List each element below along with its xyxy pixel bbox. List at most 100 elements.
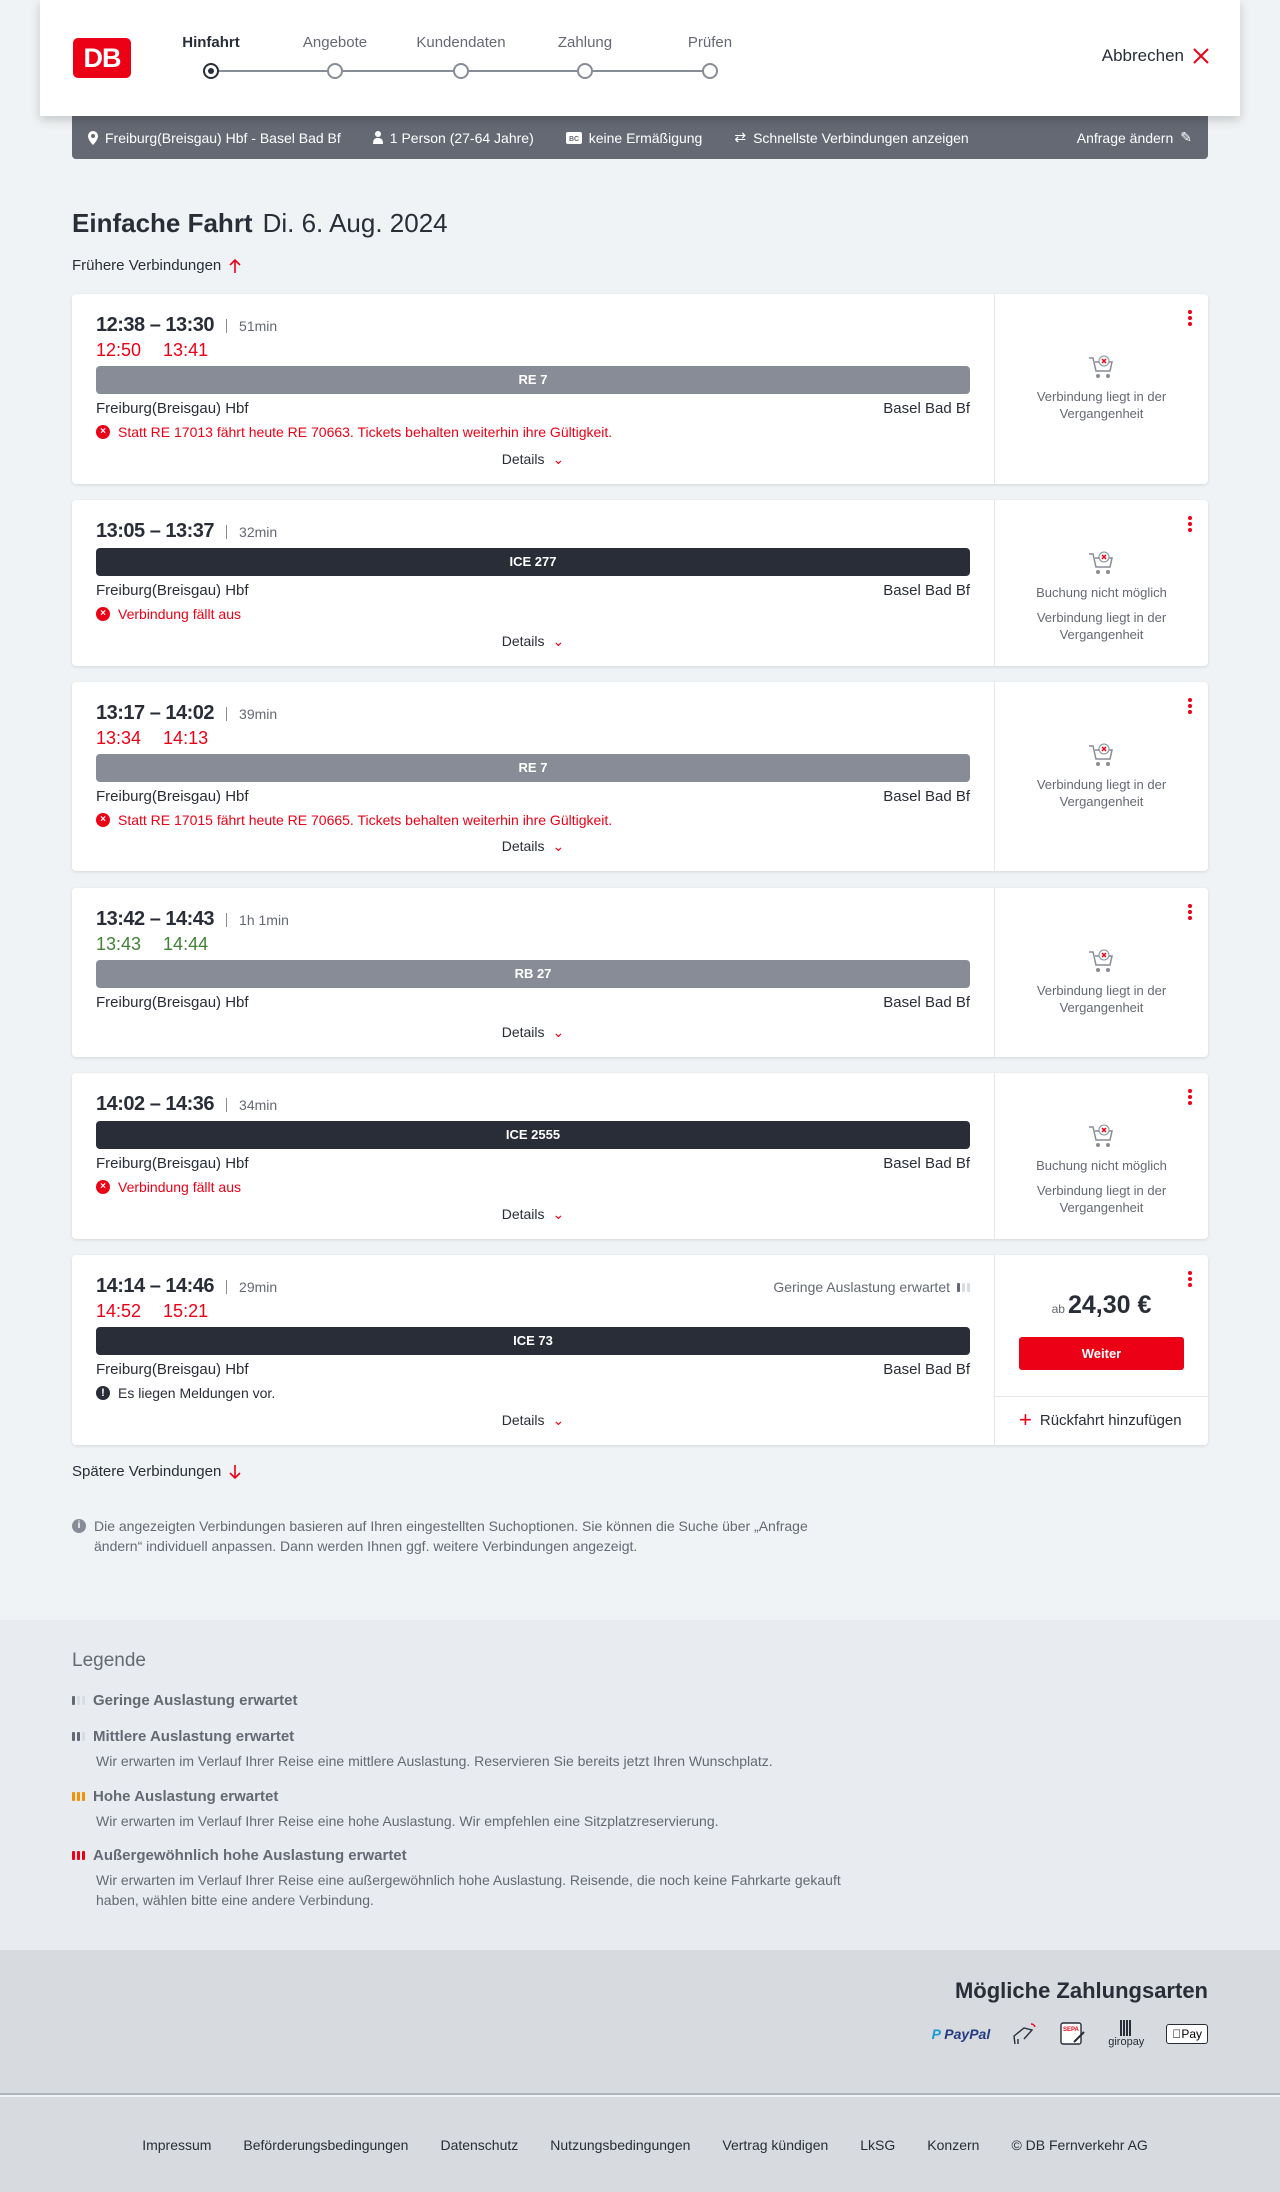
legend-item: Außergewöhnlich hohe Auslastung erwartet…: [72, 1847, 856, 1910]
occupancy-indicator: Geringe Auslastung erwartet: [773, 1279, 970, 1295]
time-range: 12:38 – 13:30: [96, 314, 215, 336]
message-text: Statt RE 17015 fährt heute RE 70665. Tic…: [118, 812, 613, 828]
trip-type: Einfache Fahrt: [72, 208, 253, 238]
more-options-icon[interactable]: [1188, 696, 1194, 716]
step-pruefen: Prüfen: [687, 34, 733, 51]
train-line-bar[interactable]: RE 7: [96, 754, 970, 782]
arrow-up-icon: [229, 258, 241, 273]
more-options-icon[interactable]: [1188, 902, 1194, 922]
arrival-station: Basel Bad Bf: [883, 582, 970, 599]
time-range: 13:17 – 14:02: [96, 702, 215, 724]
connection-message: ! Es liegen Meldungen vor.: [96, 1385, 275, 1401]
footer-link[interactable]: Beförderungsbedingungen: [243, 2136, 409, 2153]
realtime-arrival: 14:44: [163, 934, 209, 954]
edit-request-button[interactable]: Anfrage ändern ✎: [1077, 129, 1192, 146]
svg-text:BC: BC: [569, 136, 579, 143]
footer-link[interactable]: Datenschutz: [440, 2136, 519, 2153]
giropay-logo: giropay: [1108, 2020, 1144, 2048]
legend-item: Geringe Auslastung erwartet: [72, 1692, 298, 1709]
legend-title-text: Mittlere Auslastung erwartet: [93, 1728, 295, 1745]
arrival-station: Basel Bad Bf: [883, 994, 970, 1011]
train-line-bar[interactable]: ICE 277: [96, 548, 970, 576]
booking-panel: ab 24,30 € Weiter + Rückfahrt hinzufügen: [994, 1255, 1208, 1445]
edit-request-label: Anfrage ändern: [1076, 129, 1174, 146]
legend-description: Wir erwarten im Verlauf Ihrer Reise eine…: [96, 1813, 719, 1829]
details-toggle[interactable]: Details ⌄: [72, 1206, 994, 1223]
departure-station: Freiburg(Breisgau) Hbf: [96, 1361, 249, 1378]
footer-link[interactable]: © DB Fernverkehr AG: [1011, 2136, 1148, 2153]
departure-station: Freiburg(Breisgau) Hbf: [96, 1155, 249, 1172]
plus-icon: +: [1019, 1407, 1032, 1432]
details-toggle[interactable]: Details ⌄: [72, 451, 994, 468]
arrival-station: Basel Bad Bf: [883, 400, 970, 417]
train-line-bar[interactable]: RB 27: [96, 960, 970, 988]
bahncard-icon: BC: [565, 131, 582, 144]
duration: 51min: [226, 318, 277, 333]
more-options-icon[interactable]: [1188, 1269, 1194, 1289]
search-info-note: i Die angezeigten Verbindungen basieren …: [72, 1516, 852, 1556]
step-angebote: Angebote: [302, 34, 368, 51]
booking-panel: Verbindung liegt in der Vergangenheit: [994, 888, 1208, 1057]
connection-card: 12:38 – 13:30 51min 12:50 13:41 RE 7 Freiburg…: [72, 294, 1208, 484]
earlier-connections-link[interactable]: Frühere Verbindungen: [72, 257, 241, 274]
error-icon: ×: [96, 1180, 110, 1194]
departure-station: Freiburg(Breisgau) Hbf: [96, 582, 249, 599]
train-line-bar[interactable]: ICE 73: [96, 1327, 970, 1355]
route-text: Freiburg(Breisgau) Hbf - Basel Bad Bf: [105, 129, 341, 146]
db-logo[interactable]: DB: [73, 38, 131, 78]
status-text: Buchung nicht möglich: [1036, 585, 1167, 600]
details-toggle[interactable]: Details ⌄: [72, 1412, 994, 1429]
scheduled-times: 13:05 – 13:37 32min: [96, 520, 277, 543]
more-options-icon[interactable]: [1188, 1087, 1194, 1107]
connection-info: 13:05 – 13:37 32min ICE 277 Freiburg(Breisg…: [72, 500, 994, 666]
cancel-button[interactable]: Abbrechen: [1102, 46, 1210, 66]
details-toggle[interactable]: Details ⌄: [72, 633, 994, 650]
arrow-down-icon: [229, 1464, 241, 1479]
status-text: Verbindung liegt in der Vergangenheit: [1036, 777, 1167, 809]
footer-link[interactable]: LkSG: [860, 2136, 896, 2153]
more-options-icon[interactable]: [1188, 308, 1194, 328]
connection-card: 14:14 – 14:46 29min Geringe Auslastung erw…: [72, 1255, 1208, 1445]
sort-mode: ⇄ Schnellste Verbindungen anzeigen: [734, 129, 968, 146]
occupancy-text: Geringe Auslastung erwartet: [773, 1279, 950, 1295]
train-line-bar[interactable]: RE 7: [96, 366, 970, 394]
continue-button[interactable]: Weiter: [1019, 1337, 1184, 1370]
occupancy-low-icon: [957, 1282, 970, 1292]
duration: 39min: [226, 706, 277, 721]
details-toggle[interactable]: Details ⌄: [72, 1024, 994, 1041]
connection-card: 13:42 – 14:43 1h 1min 13:43 14:44 RB 27 Freib…: [72, 888, 1208, 1057]
add-return-trip-button[interactable]: + Rückfahrt hinzufügen: [1019, 1407, 1182, 1432]
message-text: Es liegen Meldungen vor.: [118, 1385, 276, 1401]
footer-link[interactable]: Konzern: [927, 2136, 980, 2153]
departure-station: Freiburg(Breisgau) Hbf: [96, 994, 249, 1011]
footer-link[interactable]: Vertrag kündigen: [722, 2136, 829, 2153]
train-line-bar[interactable]: ICE 2555: [96, 1121, 970, 1149]
realtime-times: 13:34 14:13: [96, 728, 208, 749]
message-text: Statt RE 17013 fährt heute RE 70663. Tic…: [118, 424, 613, 440]
later-connections-link[interactable]: Spätere Verbindungen: [72, 1463, 241, 1480]
departure-station: Freiburg(Breisgau) Hbf: [96, 788, 249, 805]
details-toggle[interactable]: Details ⌄: [72, 838, 994, 855]
header: DB Hinfahrt Angebote Kundendaten Zahlung…: [40, 0, 1240, 116]
booking-status: Verbindung liegt in der Vergangenheit: [995, 354, 1208, 430]
footer-link[interactable]: Nutzungsbedingungen: [550, 2136, 691, 2153]
footer-link[interactable]: Impressum: [142, 2136, 212, 2153]
chevron-down-icon: ⌄: [552, 633, 565, 649]
page-title: Einfache Fahrt Di. 6. Aug. 2024: [72, 208, 448, 239]
details-label: Details: [501, 1024, 545, 1040]
price-prefix: ab: [1051, 1302, 1065, 1316]
more-options-icon[interactable]: [1188, 514, 1194, 534]
details-label: Details: [501, 451, 545, 467]
info-icon: i: [72, 1519, 86, 1533]
realtime-times: 13:43 14:44: [96, 934, 208, 955]
sepa-icon: SEPA: [1060, 2022, 1085, 2045]
stations: Freiburg(Breisgau) Hbf Basel Bad Bf: [96, 400, 970, 417]
payment-methods-section: Mögliche Zahlungsarten P PayPal SEPA gir…: [0, 1950, 1280, 2095]
stations: Freiburg(Breisgau) Hbf Basel Bad Bf: [96, 1155, 970, 1172]
legend-item: Mittlere Auslastung erwartet Wir erwarten…: [72, 1728, 856, 1771]
status-text: Verbindung liegt in der Vergangenheit: [1036, 1183, 1167, 1215]
connection-message: × Verbindung fällt aus: [96, 606, 241, 622]
connection-message: × Verbindung fällt aus: [96, 1179, 241, 1195]
error-icon: ×: [96, 813, 110, 827]
scheduled-times: 13:42 – 14:43 1h 1min: [96, 908, 289, 931]
